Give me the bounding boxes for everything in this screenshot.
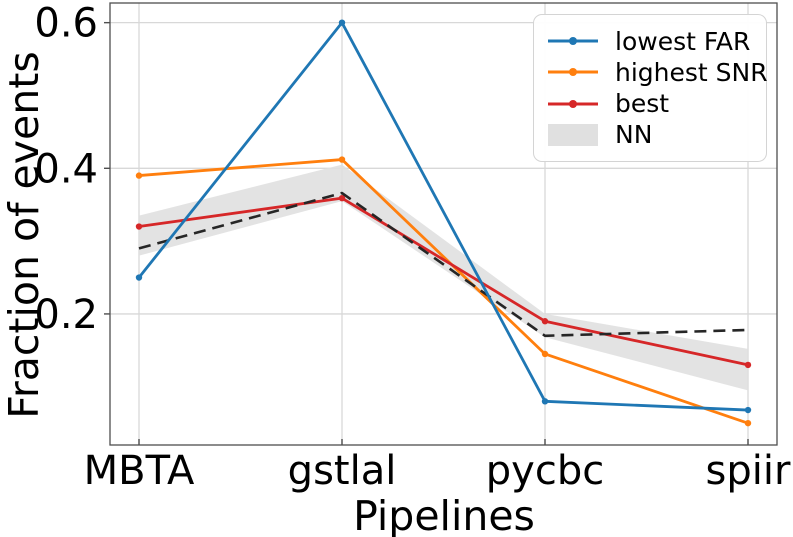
legend-item-nn: NN: [548, 120, 752, 150]
legend-item-lowest-far: lowest FAR: [548, 26, 752, 56]
legend-label: lowest FAR: [615, 26, 751, 56]
legend-label: NN: [615, 120, 653, 150]
data-point-marker: [135, 274, 143, 281]
data-point-marker: [541, 318, 549, 325]
legend-label: best: [615, 89, 670, 119]
marker-dot-icon: [569, 99, 577, 108]
legend-line-swatch: [548, 61, 598, 83]
y-tick-label: 0.6: [34, 1, 98, 47]
x-tick-label: gstlal: [288, 448, 397, 494]
data-point-marker: [744, 419, 752, 427]
marker-dot-icon: [569, 68, 577, 77]
x-axis-label: Pipelines: [353, 492, 535, 537]
series-line-highest-snr: [138, 158, 749, 425]
series-line-nn: [138, 191, 749, 338]
axes-spines: [109, 2, 778, 446]
x-tick-label: pycbc: [486, 448, 604, 494]
data-point-marker: [338, 19, 346, 26]
data-point-marker: [338, 156, 346, 163]
legend-item-best: best: [548, 89, 752, 119]
x-tick-label: MBTA: [84, 448, 195, 494]
legend-label: highest SNR: [615, 57, 768, 87]
legend: lowest FAR highest SNR best NN: [533, 14, 768, 162]
data-point-marker: [338, 194, 346, 202]
data-point-marker: [541, 350, 549, 358]
marker-dot-icon: [569, 37, 577, 45]
series-line-lowest-far: [137, 21, 749, 412]
legend-line-swatch: [548, 93, 598, 115]
nn-band: [139, 164, 748, 391]
x-tick-label: spiir: [706, 448, 791, 494]
y-axis-label: Fraction of events: [0, 51, 48, 419]
data-point-marker: [744, 361, 752, 369]
y-tick-label: 0.4: [34, 146, 98, 192]
legend-item-highest-snr: highest SNR: [548, 57, 768, 87]
y-tick-label: 0.2: [34, 292, 98, 338]
data-point-marker: [541, 398, 549, 405]
legend-patch-swatch: [548, 123, 598, 146]
data-point-marker: [744, 406, 752, 414]
series-line-best: [138, 196, 749, 367]
band-swatch-icon: [548, 123, 598, 146]
data-point-marker: [135, 223, 143, 230]
data-point-marker: [135, 172, 143, 179]
legend-line-swatch: [548, 30, 598, 52]
